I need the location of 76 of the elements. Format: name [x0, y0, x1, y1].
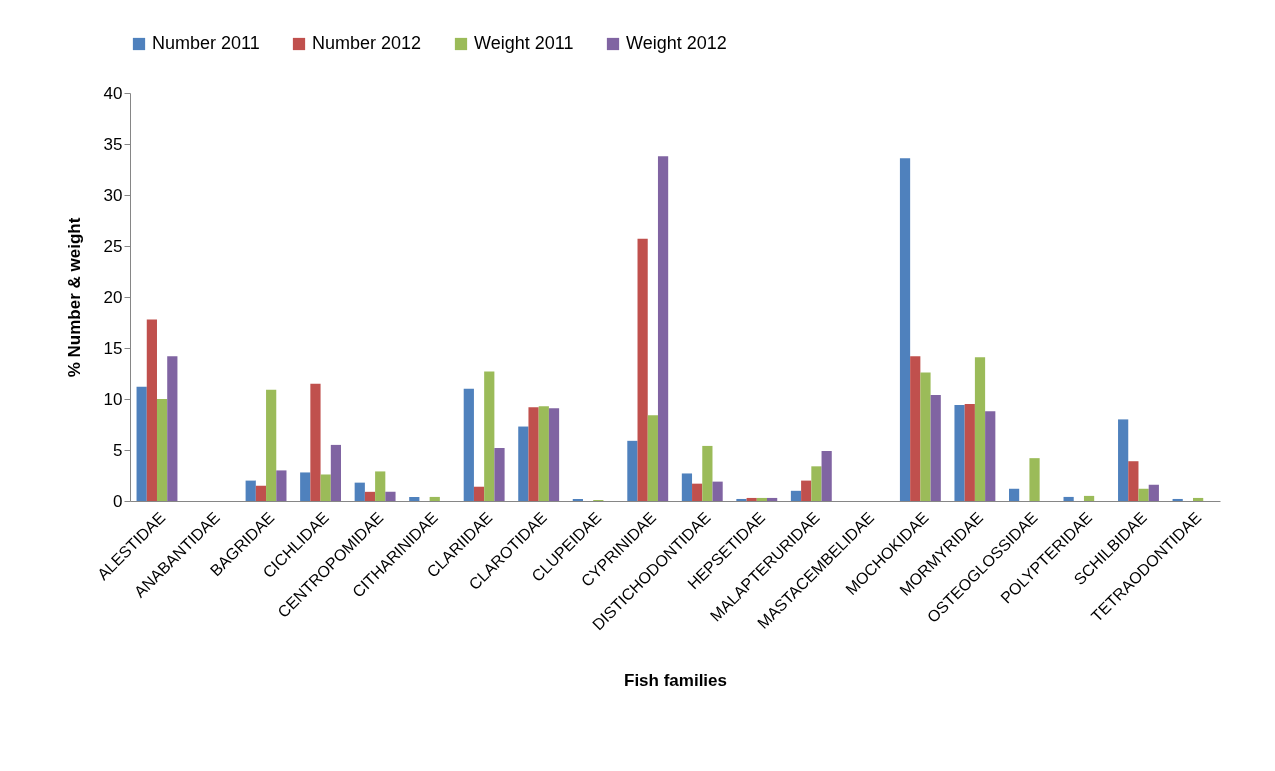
legend-label: Number 2012 — [312, 33, 422, 53]
bar — [354, 482, 365, 501]
bar — [985, 411, 996, 501]
bar — [647, 415, 658, 501]
bar — [156, 399, 168, 501]
bar — [364, 491, 376, 501]
bar — [528, 407, 539, 501]
bar — [974, 357, 986, 501]
legend-label: Number 2011 — [152, 33, 260, 53]
bar — [736, 498, 747, 501]
bar — [954, 405, 965, 501]
bar — [266, 389, 277, 501]
bar — [1172, 498, 1183, 501]
y-tick-label: 0 — [113, 491, 123, 511]
bar — [756, 497, 768, 501]
bar — [920, 372, 931, 501]
bar — [330, 444, 342, 501]
legend-label: Weight 2011 — [474, 33, 574, 53]
y-axis-title: % Number & weight — [64, 217, 84, 378]
bar — [899, 158, 911, 501]
bar — [255, 485, 267, 501]
bar — [429, 496, 440, 501]
legend-label: Weight 2012 — [626, 33, 727, 53]
bar — [1148, 484, 1159, 501]
bar — [146, 319, 157, 501]
bar — [657, 156, 669, 501]
bar — [1083, 495, 1095, 501]
y-tick-label: 15 — [103, 338, 123, 358]
bar — [320, 474, 331, 501]
bar — [409, 496, 420, 501]
bar — [548, 408, 560, 501]
bar — [310, 383, 321, 501]
y-tick-label: 25 — [103, 236, 123, 256]
bar — [746, 497, 757, 501]
y-tick-label: 30 — [103, 185, 123, 205]
bar — [1193, 497, 1204, 501]
bar — [767, 497, 778, 501]
y-tick-label: 5 — [113, 440, 123, 460]
bar — [681, 473, 693, 501]
bar — [1118, 419, 1129, 501]
bar — [692, 483, 703, 501]
bar — [385, 491, 396, 501]
bar — [637, 238, 648, 501]
bar — [245, 480, 256, 501]
bar — [518, 426, 529, 501]
bar — [821, 451, 832, 501]
bar — [1029, 458, 1040, 501]
bar — [712, 481, 723, 501]
bar — [300, 472, 311, 501]
bar — [494, 447, 505, 501]
bar — [473, 486, 485, 501]
bar — [276, 470, 287, 501]
bar — [811, 466, 822, 501]
bar — [790, 490, 802, 501]
bar — [463, 388, 474, 501]
y-tick-label: 20 — [103, 287, 123, 307]
bar — [572, 498, 583, 501]
y-tick-label: 10 — [103, 389, 123, 409]
bar — [964, 404, 975, 501]
bar — [375, 471, 386, 501]
bar — [910, 356, 921, 501]
bar — [1063, 496, 1074, 501]
bar — [1128, 461, 1139, 501]
bar — [627, 440, 638, 501]
y-tick-label: 40 — [103, 83, 123, 103]
x-axis-title: Fish families — [624, 671, 727, 691]
bar — [538, 406, 549, 501]
bar — [930, 394, 941, 501]
bar — [1008, 488, 1020, 501]
bar — [167, 356, 178, 501]
bar — [1138, 488, 1149, 501]
bar — [702, 445, 713, 501]
bar — [136, 386, 147, 501]
bar — [484, 371, 495, 501]
y-tick-label: 35 — [103, 134, 123, 154]
bar — [801, 480, 812, 501]
